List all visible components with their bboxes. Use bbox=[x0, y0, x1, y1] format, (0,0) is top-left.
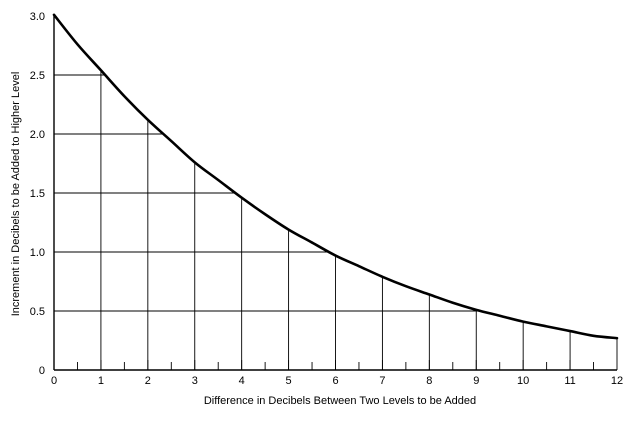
y-tick-label: 0 bbox=[39, 365, 45, 377]
y-tick-label: 2.0 bbox=[30, 129, 45, 141]
increment-curve bbox=[52, 13, 619, 340]
x-tick-label: 8 bbox=[426, 375, 432, 387]
x-axis-label: Difference in Decibels Between Two Level… bbox=[204, 395, 476, 407]
x-tick-label: 7 bbox=[379, 375, 385, 387]
y-axis-label: Increment in Decibels to be Added to Hig… bbox=[10, 72, 22, 317]
y-tick-labels: 0 0.5 1.0 1.5 2.0 2.5 3.0 bbox=[30, 11, 45, 377]
y-tick-label: 0.5 bbox=[30, 306, 45, 318]
x-tick-label: 11 bbox=[564, 375, 575, 387]
x-tick-label: 5 bbox=[286, 375, 292, 387]
y-tick-label: 1.0 bbox=[30, 247, 45, 259]
drop-lines bbox=[54, 70, 618, 370]
x-tick-label: 6 bbox=[332, 375, 338, 387]
y-tick-label: 3.0 bbox=[30, 11, 45, 23]
x-tick-label: 4 bbox=[239, 375, 245, 387]
y-tick-label: 2.5 bbox=[30, 70, 45, 82]
y-tick-label: 1.5 bbox=[30, 188, 45, 200]
x-tick-label: 2 bbox=[145, 375, 151, 387]
x-tick-label: 1 bbox=[98, 375, 104, 387]
x-tick-labels: 0 1 2 3 4 5 6 7 8 9 10 11 12 bbox=[51, 375, 623, 387]
x-tick-label: 10 bbox=[517, 375, 529, 387]
minor-ticks bbox=[77, 360, 594, 370]
x-tick-label: 0 bbox=[51, 375, 57, 387]
x-tick-label: 12 bbox=[611, 375, 623, 387]
x-tick-label: 3 bbox=[192, 375, 198, 387]
x-tick-label: 9 bbox=[473, 375, 479, 387]
